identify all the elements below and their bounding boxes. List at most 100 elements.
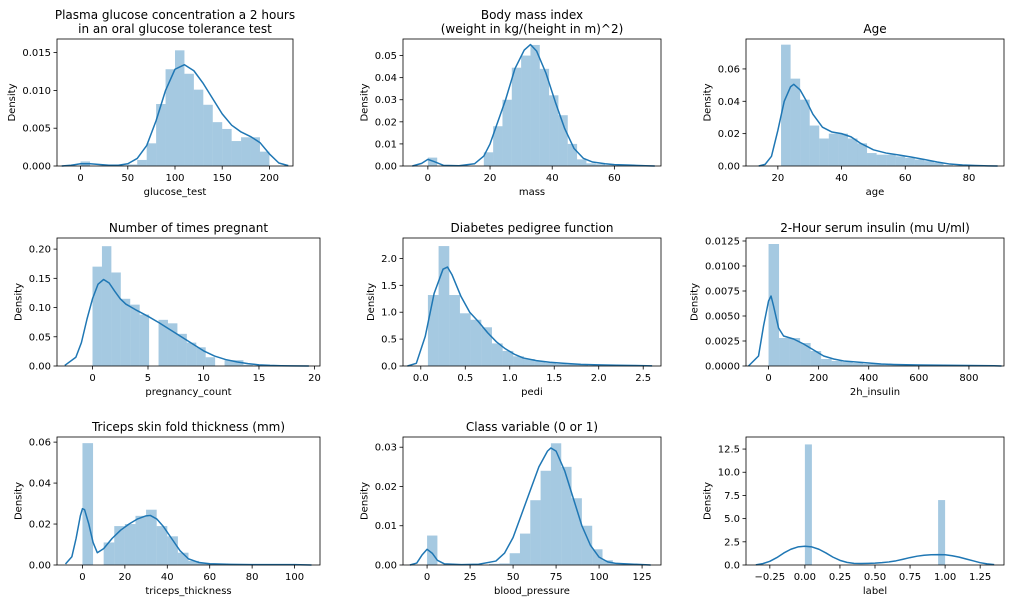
subplot-title: Triceps skin fold thickness (mm) (91, 420, 285, 434)
y-tick-label: 0.04 (29, 479, 51, 490)
histogram-bar (137, 160, 146, 166)
x-tick-label: 20 (484, 173, 497, 184)
x-tick-label: 0 (424, 572, 430, 583)
y-tick-label: 0.10 (29, 303, 51, 314)
x-tick-label: 10 (197, 373, 210, 384)
x-tick-label: 50 (121, 173, 134, 184)
histogram-bar (915, 160, 925, 166)
y-tick-label: 0.0050 (705, 312, 740, 323)
histogram-bar (232, 141, 241, 166)
y-tick-label: 0.01 (375, 139, 397, 150)
histogram-bar (492, 343, 503, 366)
y-tick-label: 0.000 (22, 162, 51, 173)
x-axis-label: label (863, 586, 887, 597)
x-tick-label: 0 (425, 173, 431, 184)
y-tick-label: 0.0075 (705, 287, 740, 298)
axes-frame (57, 437, 320, 565)
x-tick-label: 60 (203, 572, 216, 583)
y-tick-label: 0.0025 (705, 337, 740, 348)
histogram-bar (905, 158, 915, 166)
x-tick-label: 0 (79, 572, 85, 583)
y-tick-label: 0.00 (375, 561, 397, 572)
x-axis-label: age (866, 187, 885, 198)
histogram-bar (206, 357, 215, 366)
x-tick-label: 40 (161, 572, 174, 583)
x-tick-label: 15 (253, 373, 266, 384)
x-tick-label: 20 (119, 572, 132, 583)
histogram-bar (810, 126, 820, 166)
x-tick-label: −0.25 (755, 572, 786, 583)
x-tick-label: 80 (246, 572, 259, 583)
y-tick-label: 5.0 (724, 514, 740, 525)
x-axis-label: mass (519, 187, 545, 198)
x-tick-label: 5 (145, 373, 151, 384)
histogram-bar (577, 159, 586, 166)
y-tick-label: 0.06 (29, 438, 51, 449)
x-tick-label: 20 (308, 373, 321, 384)
y-axis-label: Density (7, 83, 18, 121)
x-tick-label: 75 (550, 572, 563, 583)
x-tick-label: 100 (285, 572, 304, 583)
x-tick-label: 150 (213, 173, 232, 184)
x-tick-label: 200 (260, 173, 279, 184)
histogram-bar (241, 137, 250, 166)
x-tick-label: 40 (546, 173, 559, 184)
histogram-bar (510, 553, 520, 565)
histogram-bar (821, 359, 832, 366)
histogram-bar (530, 45, 539, 166)
y-axis-label: Density (702, 83, 713, 121)
histogram-bar (213, 122, 222, 166)
x-tick-label: 100 (165, 173, 184, 184)
y-tick-label: 0.00 (718, 162, 740, 173)
y-tick-label: 0.00 (29, 561, 51, 572)
x-tick-label: 20 (771, 173, 784, 184)
x-tick-label: 0 (89, 373, 95, 384)
x-tick-label: 400 (859, 373, 878, 384)
histogram-bar (449, 295, 460, 366)
histogram-bar (561, 467, 571, 565)
histogram-bar (111, 272, 120, 366)
x-tick-label: 0.75 (899, 572, 921, 583)
x-axis-label: glucose_test (144, 187, 207, 198)
y-tick-label: 10.0 (718, 468, 740, 479)
y-tick-label: 0.02 (375, 482, 397, 493)
y-tick-label: 0.04 (718, 97, 740, 108)
histogram-bar (842, 362, 853, 366)
y-tick-label: 0.02 (718, 129, 740, 140)
y-axis-label: Density (690, 283, 701, 321)
subplot-title: Body mass index (481, 8, 583, 22)
x-tick-label: 200 (809, 373, 828, 384)
y-tick-label: 0.015 (22, 48, 51, 59)
histogram-bar (551, 443, 561, 565)
x-tick-label: 0.50 (864, 572, 886, 583)
histogram-bar (779, 338, 790, 366)
y-tick-label: 0.06 (718, 64, 740, 75)
histogram-bar (924, 161, 934, 166)
histogram-bar (147, 143, 156, 166)
histogram-bar (102, 246, 111, 366)
y-tick-label: 1.0 (381, 308, 397, 319)
y-tick-label: 0.0000 (705, 362, 740, 373)
y-tick-label: 0.5 (381, 335, 397, 346)
x-tick-label: 600 (909, 373, 928, 384)
histogram-bar (512, 68, 521, 166)
x-tick-label: 800 (959, 373, 978, 384)
x-tick-label: 50 (507, 572, 520, 583)
histogram-bar (791, 79, 801, 166)
y-tick-label: 0.02 (375, 117, 397, 128)
histogram-bar (853, 363, 864, 366)
histogram-bar (135, 516, 146, 565)
histogram-bar (428, 295, 439, 366)
histogram-bar (481, 327, 492, 366)
y-axis-label: Density (359, 482, 370, 520)
histogram-bar (502, 100, 511, 166)
x-tick-label: 125 (633, 572, 652, 583)
x-tick-label: 1.25 (969, 572, 991, 583)
histogram-bar (896, 156, 906, 166)
